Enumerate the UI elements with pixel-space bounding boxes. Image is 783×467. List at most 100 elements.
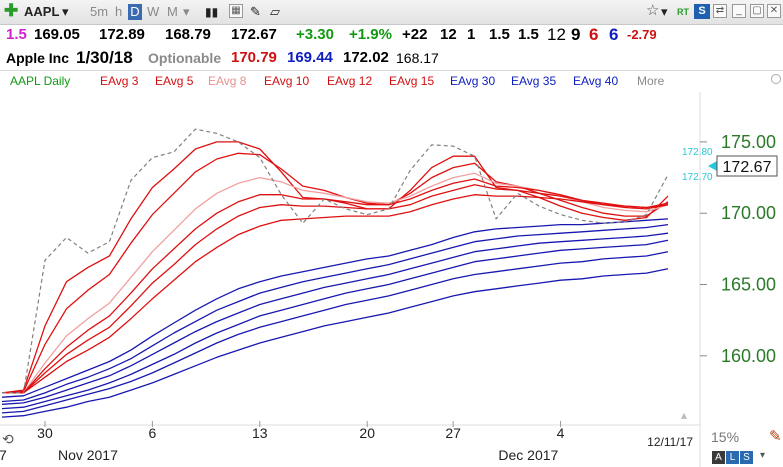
y-tick-label: 165.00 [721, 275, 776, 295]
chart-toolbar: ✚ AAPL ▾ 5m h D W M ▾ ▮▮ ▦ ✎ ▱ ☆ ▾ RT S … [0, 0, 783, 25]
high-value: 172.89 [99, 26, 145, 43]
link-icon[interactable]: ⇄ [713, 4, 727, 18]
minimize-icon[interactable]: _ [732, 4, 746, 18]
series-line-12 [1, 268, 669, 418]
more-link[interactable]: More [637, 74, 665, 88]
stat-value: +22 [402, 26, 428, 43]
legend-toggle-icon[interactable] [771, 74, 781, 84]
price-tag-marker [708, 161, 717, 171]
legend-item[interactable]: AAPL Daily [10, 74, 71, 88]
series-line-7 [1, 218, 669, 398]
month-label: 2017 [0, 447, 7, 463]
view-dropdown-icon[interactable]: ▾ [759, 450, 766, 461]
optionable-label: Optionable [148, 50, 222, 66]
info-line: Apple Inc 1/30/18 Optionable 170.79 169.… [0, 46, 783, 71]
x-tick-label: 13 [252, 425, 268, 441]
company-name: Apple Inc [6, 50, 70, 66]
open-value: 169.05 [34, 26, 80, 43]
interval-weekly[interactable]: W [147, 4, 160, 19]
series-line-11 [1, 251, 669, 414]
indicator-legend: AAPL Daily EAvg 3 EAvg 5 EAvg 8 EAvg 10 … [0, 71, 783, 91]
series-line-9 [1, 232, 669, 405]
y-tick-label: 160.00 [721, 346, 776, 366]
close-value: 172.67 [231, 26, 277, 43]
draw-pencil-icon[interactable]: ✎ [250, 4, 261, 19]
price-tag-label: 172.70 [682, 172, 713, 183]
rating-d: -2.79 [627, 27, 657, 42]
y-tick-label: 175.00 [721, 132, 776, 152]
quote-prefix: 1.5 [6, 26, 27, 43]
month-label: Nov 2017 [58, 447, 118, 463]
x-tick-label: 20 [359, 425, 375, 441]
view-s-button[interactable]: S [740, 451, 753, 464]
interval-daily[interactable]: D [128, 4, 142, 20]
legend-item[interactable]: EAvg 10 [264, 74, 310, 88]
series-line-10 [1, 239, 669, 410]
stat-value: 12 [547, 25, 566, 44]
dropdown-icon[interactable]: ▾ [62, 4, 69, 19]
date-value: 1/30/18 [76, 48, 133, 67]
scroll-marker-icon: ▴ [681, 408, 688, 422]
legend-item[interactable]: EAvg 40 [573, 74, 619, 88]
legend-item[interactable]: EAvg 5 [155, 74, 194, 88]
rating-b: 6 [589, 25, 599, 44]
last-date-label: 12/11/17 [647, 435, 693, 449]
y-tick-label: 170.00 [721, 203, 776, 223]
stat-value: 12 [440, 26, 457, 43]
view-l-button[interactable]: L [726, 451, 739, 464]
refresh-icon[interactable]: ⟲ [2, 431, 14, 447]
series-line-1 [1, 141, 669, 394]
share-icon[interactable]: S [694, 4, 710, 19]
series-line-2 [1, 152, 669, 394]
interval-monthly[interactable]: M [167, 4, 178, 19]
realtime-badge[interactable]: RT [677, 7, 689, 17]
value-four: 168.17 [396, 50, 439, 66]
value-one: 170.79 [231, 49, 277, 66]
bar-style-icon[interactable]: ▮▮ [205, 5, 219, 19]
value-two: 169.44 [287, 49, 333, 66]
star-dropdown-icon[interactable]: ▾ [661, 4, 668, 19]
interval-hour[interactable]: h [115, 4, 123, 19]
note-icon[interactable]: ▱ [270, 4, 280, 19]
series-line-6 [2, 194, 669, 394]
scale-percent[interactable]: 15% [711, 429, 740, 445]
last-price-label: 172.67 [723, 159, 772, 176]
grid-settings-icon[interactable]: ▦ [229, 4, 243, 18]
low-value: 168.79 [165, 26, 211, 43]
view-a-button[interactable]: A [712, 451, 725, 464]
legend-item[interactable]: EAvg 3 [100, 74, 139, 88]
favorite-star-icon[interactable]: ☆ [646, 2, 660, 19]
rating-c: 6 [609, 25, 619, 44]
value-three: 172.02 [343, 49, 389, 66]
symbol-label[interactable]: AAPL [24, 4, 60, 19]
x-tick-label: 27 [445, 425, 461, 441]
x-tick-label: 4 [557, 425, 565, 441]
price-tag-label: 172.80 [682, 147, 713, 158]
legend-item[interactable]: EAvg 35 [511, 74, 557, 88]
series-line-0 [2, 128, 669, 394]
close-icon[interactable]: ✕ [767, 4, 781, 18]
quote-line: 1.5 169.05 172.89 168.79 172.67 +3.30 +1… [0, 24, 783, 46]
interval-5m[interactable]: 5m [90, 4, 109, 19]
legend-item[interactable]: EAvg 15 [389, 74, 435, 88]
restore-icon[interactable]: ▢ [750, 4, 764, 18]
legend-item[interactable]: EAvg 8 [208, 74, 247, 88]
series-line-8 [1, 223, 669, 403]
x-tick-label: 30 [37, 425, 53, 441]
interval-dropdown-icon[interactable]: ▾ [183, 4, 190, 19]
series-line-5 [2, 184, 669, 394]
stat-value: 1.5 [518, 26, 539, 43]
legend-item[interactable]: EAvg 30 [450, 74, 496, 88]
month-label: Dec 2017 [498, 447, 558, 463]
view-buttons: A L S ▾ [712, 449, 782, 466]
rating-a: 9 [571, 25, 581, 44]
add-chart-icon[interactable]: ✚ [4, 1, 19, 20]
series-line-4 [2, 178, 669, 394]
pencil-icon[interactable]: ✎ [769, 428, 782, 445]
legend-item[interactable]: EAvg 12 [327, 74, 373, 88]
stat-value: 1 [467, 26, 476, 43]
change-value: +3.30 [296, 26, 334, 43]
last-price-box [716, 155, 778, 177]
x-tick-label: 6 [148, 425, 156, 441]
